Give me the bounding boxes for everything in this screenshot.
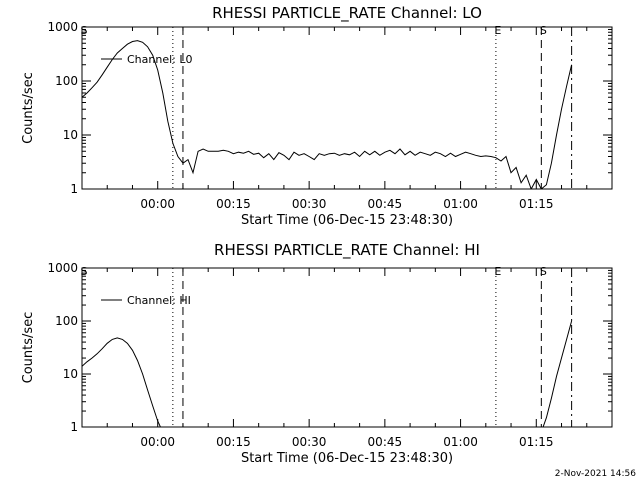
x-tick-label: 01:00 [443,435,478,449]
timestamp: 2-Nov-2021 14:56 [555,469,637,479]
x-tick-label: 00:45 [368,435,403,449]
chart-title: RHESSI PARTICLE_RATE Channel: LO [212,4,482,23]
event-marker-label: S [540,265,547,278]
y-axis-label: Counts/sec [21,312,36,384]
event-marker-label: E [494,24,501,37]
x-tick-label: 00:15 [216,197,251,211]
event-marker-label: S [81,265,88,278]
x-axis-label: Start Time (06-Dec-15 23:48:30) [241,213,453,228]
x-tick-label: 00:15 [216,435,251,449]
x-tick-label: 01:15 [519,197,554,211]
y-tick-label: 1 [70,182,78,196]
plot-frame [81,267,613,428]
x-tick-label: 01:15 [519,435,554,449]
event-marker-label: S [81,24,88,37]
event-marker-label: S [540,24,547,37]
y-tick-label: 1000 [47,20,78,34]
x-tick-label: 00:30 [292,197,327,211]
y-tick-label: 100 [55,314,78,328]
y-tick-label: 1000 [47,261,78,275]
legend-label: Channel: HI [127,294,191,307]
x-axis-label: Start Time (06-Dec-15 23:48:30) [241,451,453,466]
series-line [82,320,573,427]
x-tick-label: 00:30 [292,435,327,449]
y-tick-label: 1 [70,420,78,434]
chart-title: RHESSI PARTICLE_RATE Channel: HI [214,241,480,260]
x-tick-label: 00:45 [368,197,403,211]
legend-label: Channel: L0 [127,53,193,66]
y-tick-label: 10 [63,128,78,142]
x-tick-label: 00:00 [140,435,175,449]
series-line [82,40,573,189]
y-axis-label: Counts/sec [21,72,36,144]
y-tick-label: 10 [63,367,78,381]
panel-hi: RHESSI PARTICLE_RATE Channel: HI 1 10 100 10… [21,241,613,466]
x-tick-label: 00:00 [140,197,175,211]
panel-lo: RHESSI PARTICLE_RATE Channel: LO 1 10 100 10… [21,4,613,228]
y-tick-label: 100 [55,74,78,88]
event-marker-label: E [494,265,501,278]
x-tick-label: 01:00 [443,197,478,211]
plot-frame [81,26,613,190]
